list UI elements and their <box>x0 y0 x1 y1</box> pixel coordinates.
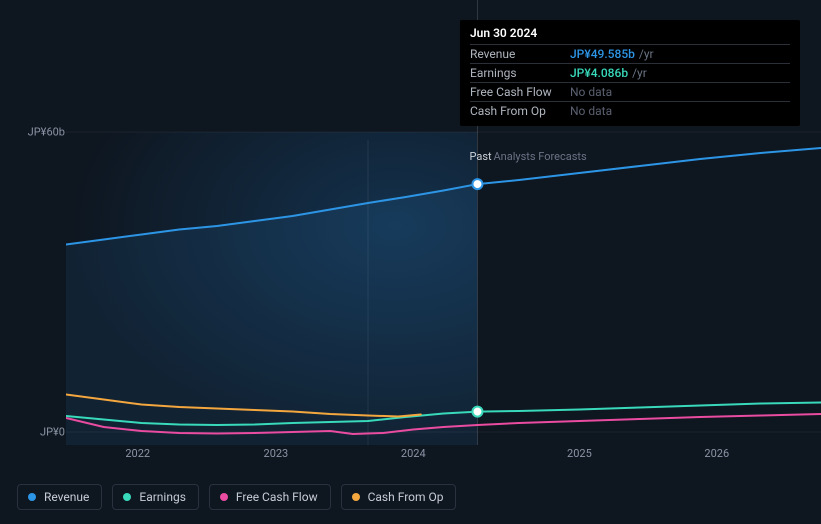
legend-dot-icon <box>352 493 360 501</box>
tooltip-row-label: Free Cash Flow <box>470 85 570 99</box>
legend-item-free-cash-flow[interactable]: Free Cash Flow <box>209 484 331 510</box>
legend-item-earnings[interactable]: Earnings <box>112 484 199 510</box>
legend-dot-icon <box>220 493 228 501</box>
forecast-label: Analysts Forecasts <box>493 150 586 163</box>
tooltip: Jun 30 2024 RevenueJP¥49.585b/yrEarnings… <box>460 20 800 126</box>
x-axis-label: 2026 <box>704 447 729 460</box>
legend-label: Revenue <box>44 490 89 504</box>
x-axis-label: 2024 <box>401 447 426 460</box>
tooltip-row-nodata: No data <box>570 85 612 99</box>
x-axis: 2022 2023 2024 2025 2026 <box>66 445 805 463</box>
tooltip-rows: RevenueJP¥49.585b/yrEarningsJP¥4.086b/yr… <box>470 44 790 120</box>
tooltip-row: Cash From OpNo data <box>470 101 790 120</box>
tooltip-row-label: Earnings <box>470 66 570 80</box>
y-axis-label: JP¥60b <box>28 126 65 139</box>
tooltip-row-label: Cash From Op <box>470 104 570 118</box>
y-axis: JP¥60b JP¥0 <box>17 0 65 445</box>
legend-label: Free Cash Flow <box>236 490 318 504</box>
x-axis-label: 2023 <box>264 447 289 460</box>
tooltip-row-unit: /yr <box>632 66 647 80</box>
tooltip-row: Free Cash FlowNo data <box>470 82 790 101</box>
tooltip-row-label: Revenue <box>470 47 570 61</box>
tooltip-row-unit: /yr <box>639 47 654 61</box>
tooltip-row: EarningsJP¥4.086b/yr <box>470 63 790 82</box>
legend-label: Earnings <box>139 490 186 504</box>
y-axis-label: JP¥0 <box>40 426 65 439</box>
legend: Revenue Earnings Free Cash Flow Cash From O… <box>17 484 456 510</box>
x-axis-label: 2025 <box>567 447 592 460</box>
legend-item-revenue[interactable]: Revenue <box>17 484 102 510</box>
legend-label: Cash From Op <box>368 490 444 504</box>
tooltip-row: RevenueJP¥49.585b/yr <box>470 44 790 63</box>
tooltip-row-value: JP¥49.585b <box>570 47 635 61</box>
revenue-area <box>66 184 477 445</box>
legend-item-cash-from-op[interactable]: Cash From Op <box>341 484 457 510</box>
tooltip-row-nodata: No data <box>570 104 612 118</box>
x-axis-label: 2022 <box>125 447 150 460</box>
legend-dot-icon <box>28 493 36 501</box>
tooltip-row-value: JP¥4.086b <box>570 66 628 80</box>
tooltip-title: Jun 30 2024 <box>470 26 790 44</box>
legend-dot-icon <box>123 493 131 501</box>
